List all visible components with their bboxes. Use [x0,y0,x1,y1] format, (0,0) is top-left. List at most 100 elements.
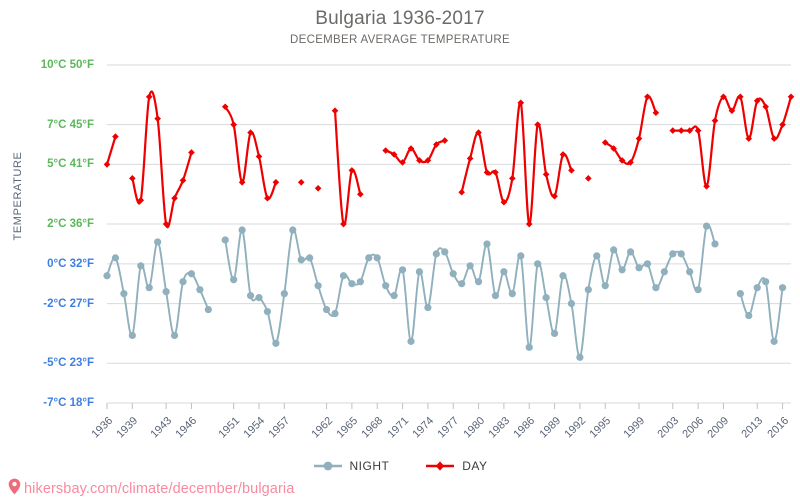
data-point[interactable] [415,268,424,276]
data-point[interactable] [567,299,576,308]
data-point[interactable] [255,153,263,160]
source-footer[interactable]: hikersbay.com/climate/december/bulgaria [8,478,294,497]
data-point[interactable] [154,238,162,246]
data-point[interactable] [500,198,508,206]
data-point[interactable] [264,194,271,202]
data-point[interactable] [618,266,626,274]
data-point[interactable] [779,121,786,128]
legend-item-day[interactable]: DAY [425,458,487,473]
data-point[interactable] [128,331,136,339]
data-point[interactable] [196,286,204,294]
data-point[interactable] [263,307,272,316]
data-point[interactable] [230,276,238,284]
data-point[interactable] [356,278,364,286]
data-point[interactable] [551,192,558,200]
data-point[interactable] [618,157,626,164]
data-point[interactable] [204,305,212,314]
data-point[interactable] [314,184,322,192]
data-point[interactable] [466,155,474,162]
data-point[interactable] [728,107,736,115]
data-point[interactable] [770,337,778,345]
data-point[interactable] [525,220,533,228]
data-point[interactable] [652,284,660,292]
data-point[interactable] [145,284,153,292]
data-point[interactable] [559,151,567,158]
data-point[interactable] [238,179,246,186]
data-point[interactable] [686,127,693,134]
data-point[interactable] [711,240,719,248]
data-point[interactable] [466,262,474,270]
data-point[interactable] [770,135,778,142]
data-point[interactable] [643,260,652,268]
data-point[interactable] [230,121,237,128]
data-point[interactable] [635,135,643,142]
data-point[interactable] [711,117,719,124]
data-point[interactable] [314,282,322,290]
data-point[interactable] [238,226,246,234]
data-point[interactable] [297,256,305,264]
data-point[interactable] [753,284,761,292]
data-point[interactable] [348,280,356,288]
data-point[interactable] [289,226,297,234]
data-point[interactable] [677,127,685,134]
data-point[interactable] [669,250,677,258]
data-point[interactable] [626,248,635,256]
data-point[interactable] [221,236,229,244]
data-point[interactable] [382,282,390,290]
data-point[interactable] [432,250,440,258]
data-point[interactable] [534,121,541,128]
data-point[interactable] [686,268,694,276]
data-point[interactable] [474,278,483,286]
data-point[interactable] [601,139,609,146]
data-point[interactable] [390,151,398,158]
data-point[interactable] [500,268,508,276]
data-point[interactable] [112,133,119,140]
data-point[interactable] [559,272,567,280]
data-point[interactable] [171,194,178,202]
data-point[interactable] [517,99,525,107]
data-point[interactable] [348,167,356,174]
data-point[interactable] [491,292,500,300]
data-point[interactable] [221,103,229,111]
data-point[interactable] [483,169,491,176]
data-point[interactable] [280,290,288,298]
data-point[interactable] [103,272,111,280]
data-point[interactable] [170,331,179,339]
data-point[interactable] [627,159,634,166]
data-point[interactable] [162,288,170,296]
data-point[interactable] [162,220,170,228]
data-point[interactable] [753,97,761,105]
data-point[interactable] [703,182,710,190]
data-point[interactable] [322,305,331,314]
data-point[interactable] [339,272,348,280]
data-point[interactable] [111,254,120,262]
data-point[interactable] [787,93,795,101]
data-point[interactable] [635,264,643,272]
data-point[interactable] [407,337,415,345]
data-point[interactable] [550,329,559,338]
data-point[interactable] [449,270,457,278]
data-point[interactable] [745,311,753,320]
data-point[interactable] [120,290,128,298]
data-point[interactable] [441,137,449,144]
data-point[interactable] [508,290,516,298]
data-point[interactable] [677,250,685,258]
data-point[interactable] [458,280,466,288]
data-point[interactable] [762,278,770,286]
data-point[interactable] [306,254,314,262]
data-point[interactable] [145,93,153,101]
data-point[interactable] [584,286,592,294]
data-point[interactable] [373,254,381,262]
data-point[interactable] [660,268,668,276]
data-point[interactable] [610,145,617,152]
data-point[interactable] [601,282,609,290]
data-point[interactable] [778,284,787,292]
data-point[interactable] [188,149,195,156]
data-point[interactable] [272,179,280,186]
data-point[interactable] [297,179,305,186]
data-point[interactable] [762,103,769,111]
data-point[interactable] [702,222,711,230]
data-point[interactable] [331,107,339,115]
data-point[interactable] [272,339,280,347]
data-point[interactable] [644,93,651,101]
